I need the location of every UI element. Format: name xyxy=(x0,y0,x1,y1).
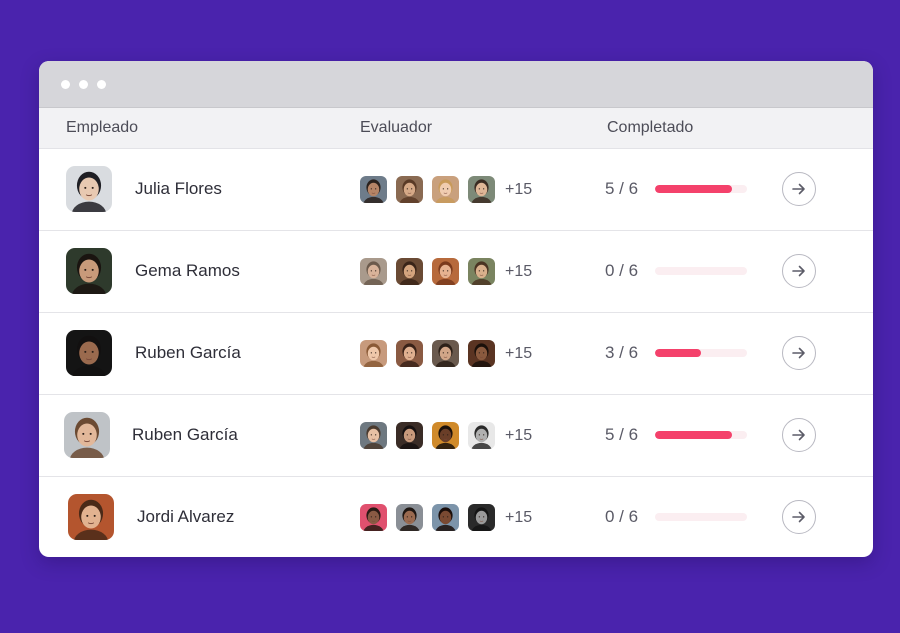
progress-bar-fill xyxy=(655,349,701,357)
evaluator-more-count: +15 xyxy=(505,180,533,198)
completion-score: 0 / 6 xyxy=(605,507,639,526)
evaluations-window: Empleado Evaluador Completado Julia Flor… xyxy=(39,61,873,557)
employee-name: Ruben García xyxy=(132,425,238,444)
evaluator-avatar xyxy=(468,340,495,367)
evaluator-avatar xyxy=(468,258,495,285)
evaluator-group: +15 xyxy=(360,176,532,203)
evaluator-avatar xyxy=(360,258,387,285)
evaluator-avatar xyxy=(432,176,459,203)
employee-name: Ruben García xyxy=(135,343,241,362)
evaluator-more-count: +15 xyxy=(505,344,533,362)
employee-table-body: Julia Flores +15 5 / 6 Gema Ramos +15 0 / 6 Ru… xyxy=(39,149,873,557)
progress-bar-fill xyxy=(655,185,732,193)
evaluator-more-count: +15 xyxy=(505,426,533,444)
table-row: Gema Ramos +15 0 / 6 xyxy=(39,231,873,313)
window-titlebar xyxy=(39,61,873,108)
evaluator-avatar xyxy=(432,340,459,367)
evaluator-avatar xyxy=(468,176,495,203)
open-evaluation-button[interactable] xyxy=(782,172,816,206)
arrow-right-icon xyxy=(792,347,805,359)
evaluator-avatar xyxy=(360,340,387,367)
completion-score: 0 / 6 xyxy=(605,261,639,280)
evaluator-avatar xyxy=(432,422,459,449)
evaluator-avatar xyxy=(396,340,423,367)
employee-name: Jordi Alvarez xyxy=(137,507,235,526)
evaluator-avatar xyxy=(396,422,423,449)
employee-avatar xyxy=(66,330,112,376)
window-dot[interactable] xyxy=(61,79,70,89)
progress-bar-track xyxy=(655,513,747,521)
window-dot[interactable] xyxy=(97,79,106,89)
evaluator-avatar xyxy=(396,258,423,285)
open-evaluation-button[interactable] xyxy=(782,254,816,288)
evaluator-more-count: +15 xyxy=(505,508,533,526)
evaluator-more-count: +15 xyxy=(505,262,533,280)
evaluator-avatar xyxy=(432,258,459,285)
completion-score: 5 / 6 xyxy=(605,179,639,198)
progress-bar-track xyxy=(655,431,747,439)
table-row: Jordi Alvarez +15 0 / 6 xyxy=(39,477,873,557)
employee-avatar xyxy=(66,248,112,294)
evaluator-avatar xyxy=(396,176,423,203)
open-evaluation-button[interactable] xyxy=(782,500,816,534)
evaluator-avatar xyxy=(396,504,423,531)
column-header-completed: Completado xyxy=(607,119,694,136)
evaluator-avatar xyxy=(468,504,495,531)
arrow-right-icon xyxy=(792,183,805,195)
column-header-employee: Empleado xyxy=(66,119,139,136)
table-header: Empleado Evaluador Completado xyxy=(39,108,873,149)
completion-score: 3 / 6 xyxy=(605,343,639,362)
progress-bar-track xyxy=(655,349,747,357)
employee-avatar xyxy=(64,412,110,458)
table-row: Ruben García +15 3 / 6 xyxy=(39,313,873,395)
evaluator-group: +15 xyxy=(360,422,532,449)
employee-name: Gema Ramos xyxy=(135,261,240,280)
open-evaluation-button[interactable] xyxy=(782,418,816,452)
progress-bar-fill xyxy=(655,431,732,439)
evaluator-group: +15 xyxy=(360,340,532,367)
open-evaluation-button[interactable] xyxy=(782,336,816,370)
column-header-evaluator: Evaluador xyxy=(360,119,433,136)
employee-name: Julia Flores xyxy=(135,179,222,198)
evaluator-avatar xyxy=(468,422,495,449)
table-row: Ruben García +15 5 / 6 xyxy=(39,395,873,477)
progress-bar-track xyxy=(655,267,747,275)
arrow-right-icon xyxy=(792,511,805,523)
evaluator-avatar xyxy=(360,504,387,531)
table-row: Julia Flores +15 5 / 6 xyxy=(39,149,873,231)
evaluator-group: +15 xyxy=(360,504,532,531)
progress-bar-track xyxy=(655,185,747,193)
evaluator-avatar xyxy=(360,422,387,449)
window-dot[interactable] xyxy=(79,79,88,89)
evaluator-avatar xyxy=(360,176,387,203)
arrow-right-icon xyxy=(792,265,805,277)
employee-avatar xyxy=(66,166,112,212)
evaluator-group: +15 xyxy=(360,258,532,285)
completion-score: 5 / 6 xyxy=(605,425,639,444)
evaluator-avatar xyxy=(432,504,459,531)
employee-avatar xyxy=(68,494,114,540)
arrow-right-icon xyxy=(792,429,805,441)
